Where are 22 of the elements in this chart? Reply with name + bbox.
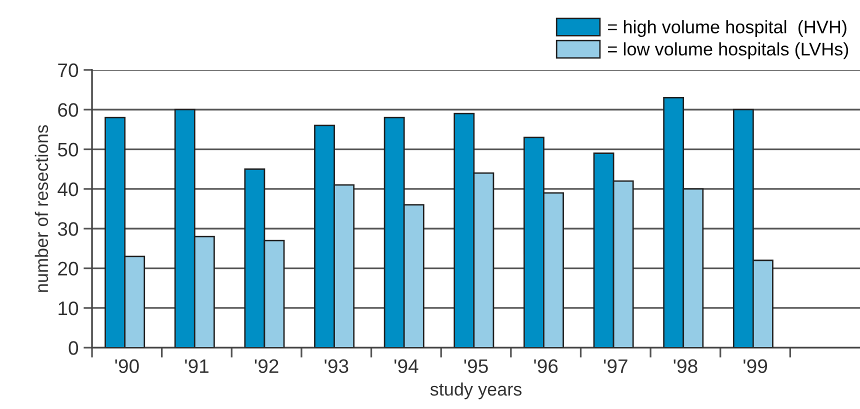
x-tick-label: '91 xyxy=(185,359,208,374)
y-axis-title: number of resections xyxy=(34,125,48,292)
y-tick-label: 40 xyxy=(58,182,78,196)
x-tick-label: '93 xyxy=(324,359,348,374)
y-tick-label: 10 xyxy=(58,301,78,316)
x-tick-label: '92 xyxy=(254,359,278,374)
y-tick-label: 70 xyxy=(58,63,78,78)
legend-label: = high volume hospital (HVH) xyxy=(608,20,846,37)
x-tick-label: '94 xyxy=(394,359,418,374)
y-tick-label: 50 xyxy=(58,142,78,157)
y-tick-label: 30 xyxy=(58,222,78,236)
legend-label: = low volume hospitals (LVHs) xyxy=(608,42,848,60)
y-tick-label: 0 xyxy=(68,341,78,355)
x-tick-label: '97 xyxy=(604,359,628,374)
y-tick-label: 20 xyxy=(58,262,78,276)
x-tick-label: '90 xyxy=(115,359,139,374)
x-tick-label: '96 xyxy=(534,359,558,374)
y-tick-label: 60 xyxy=(58,103,78,117)
x-tick-label: '99 xyxy=(744,359,768,374)
x-axis-title: study years xyxy=(430,382,522,400)
x-tick-label: '95 xyxy=(464,359,488,374)
x-tick-label: '98 xyxy=(674,359,698,374)
